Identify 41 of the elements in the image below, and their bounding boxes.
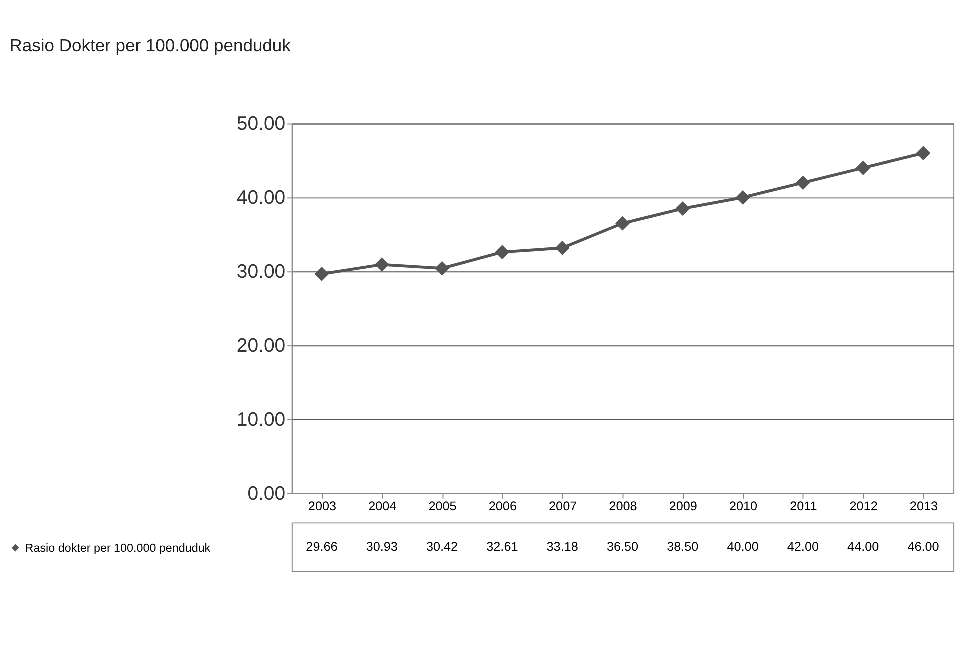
- y-tick-label: 40.00: [236, 187, 286, 210]
- data-label: 30.42: [426, 540, 458, 554]
- x-tick-label: 2004: [368, 500, 397, 514]
- point: [374, 258, 390, 272]
- x-tick-label: 2013: [910, 500, 938, 514]
- data-label: 29.66: [306, 540, 338, 554]
- x-tick-label: 2006: [488, 500, 517, 514]
- data-label: 36.50: [606, 540, 639, 554]
- x-tick-label: 2003: [308, 500, 337, 514]
- data-label: 44.00: [848, 540, 880, 554]
- point: [314, 266, 330, 282]
- y-tick-label: 0.00: [248, 482, 286, 505]
- point: [856, 160, 871, 176]
- y-tick-label: 20.00: [236, 334, 286, 357]
- y-tick-label: 30.00: [236, 260, 286, 283]
- data-label: 46.00: [908, 540, 940, 554]
- point: [435, 261, 450, 276]
- x-tick-label: 2009: [669, 500, 698, 514]
- y-tick-label: 10.00: [236, 408, 286, 431]
- point: [796, 176, 810, 190]
- x-tick-label: 2011: [790, 500, 818, 514]
- y-tick-label: 50.00: [236, 113, 286, 136]
- x-tick-label: 2007: [549, 500, 578, 514]
- chart-title: Rasio Dokter per 100.000 penduduk: [10, 35, 292, 56]
- data-label: 40.00: [727, 540, 759, 554]
- point: [555, 240, 570, 256]
- x-tick-label: 2005: [428, 500, 457, 514]
- legend-label: Rasio dokter per 100.000 penduduk: [25, 542, 211, 555]
- point: [916, 146, 931, 161]
- data-label: 38.50: [667, 540, 699, 554]
- point: [736, 190, 750, 205]
- data-label: 30.93: [366, 540, 398, 554]
- point: [495, 245, 510, 260]
- data-label: 32.61: [486, 540, 518, 554]
- data-label: 33.18: [546, 540, 578, 554]
- x-tick-label: 2012: [850, 500, 878, 514]
- point: [676, 202, 690, 216]
- x-tick-label: 2010: [729, 500, 758, 514]
- point: [616, 216, 630, 231]
- data-label: 42.00: [787, 540, 819, 554]
- x-tick-label: 2008: [609, 500, 638, 514]
